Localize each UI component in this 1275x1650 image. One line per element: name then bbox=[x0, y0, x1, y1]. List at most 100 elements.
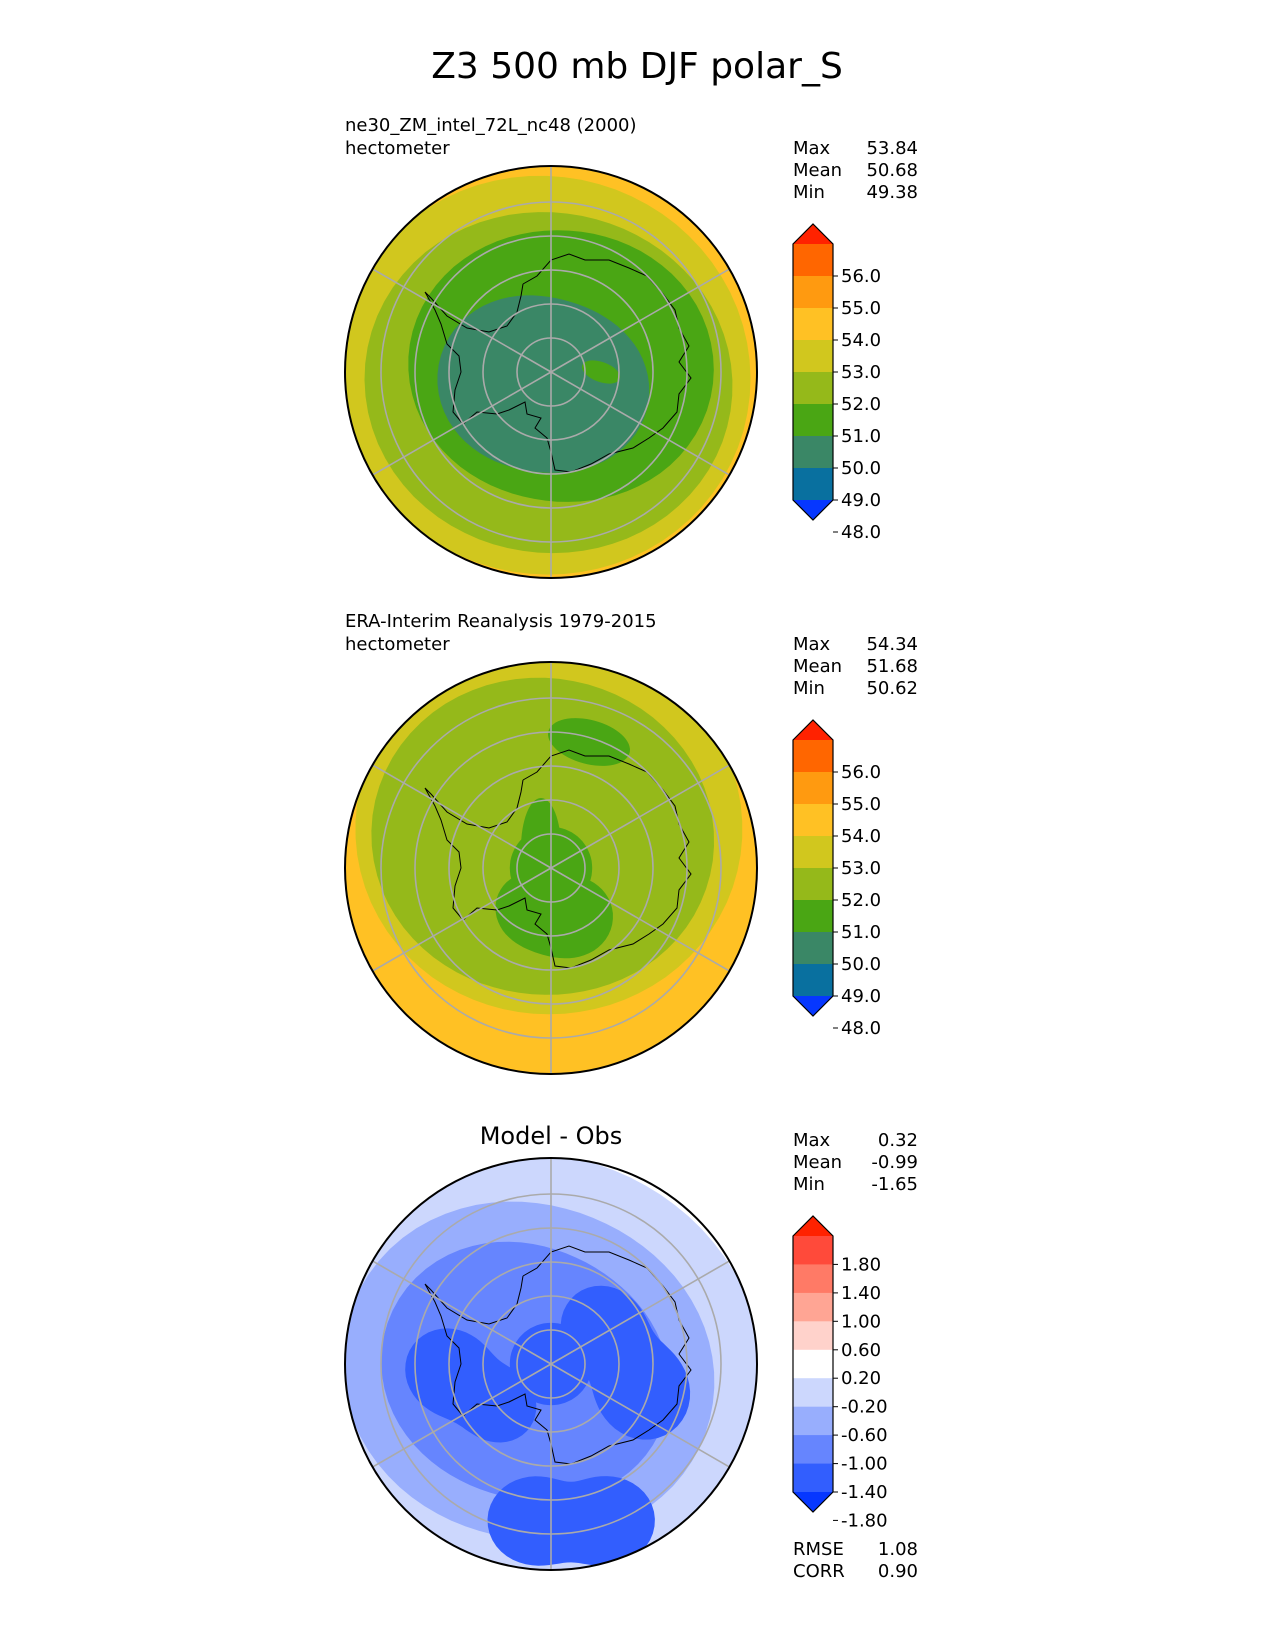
stat-value: 50.68 bbox=[866, 160, 918, 181]
colorbar-segment bbox=[793, 1435, 833, 1464]
meridian-line bbox=[368, 1258, 552, 1365]
map-boundary bbox=[344, 1157, 758, 1571]
colorbar-tick-label: -0.20 bbox=[841, 1397, 888, 1418]
colorbar-segment bbox=[793, 836, 833, 869]
graticule bbox=[368, 1158, 734, 1570]
colorbar-segment bbox=[793, 340, 833, 373]
stat-label: Mean bbox=[793, 160, 842, 181]
colorbar: 1.80 1.40 1.00 0.60 0.20 -0.20 -0.60 -1.00 -1.40… bbox=[792, 1215, 888, 1531]
map-contour-region bbox=[487, 1476, 655, 1566]
panel-diff-map bbox=[345, 1158, 757, 1570]
panel-obs-units: hectometer bbox=[345, 634, 450, 655]
panel-obs-map bbox=[345, 662, 757, 1074]
colorbar-tick-label: 53.0 bbox=[841, 858, 881, 879]
colorbar-tick-label: 51.0 bbox=[841, 922, 881, 943]
colorbar-extend-min bbox=[793, 1492, 833, 1512]
stat-label: Max bbox=[793, 138, 831, 159]
panel-obs-title: ERA-Interim Reanalysis 1979-2015 bbox=[345, 611, 657, 632]
colorbar-segment bbox=[793, 308, 833, 341]
stat-value: -1.65 bbox=[871, 1174, 918, 1195]
panel-model: ne30_ZM_intel_72L_nc48 (2000) hectometer… bbox=[344, 115, 918, 579]
colorbar-segment bbox=[793, 804, 833, 837]
map-contour-region bbox=[548, 718, 630, 766]
meridian-line bbox=[368, 762, 552, 869]
colorbar-extend-min bbox=[793, 500, 833, 520]
panel-model-title: ne30_ZM_intel_72L_nc48 (2000) bbox=[345, 115, 637, 136]
colorbar-segment bbox=[793, 1378, 833, 1408]
colorbar-tick-label: -1.80 bbox=[841, 1510, 888, 1531]
metric-value: 0.90 bbox=[878, 1561, 918, 1582]
metrics-box: RMSE 1.08 CORR 0.90 bbox=[793, 1539, 918, 1582]
colorbar-segment bbox=[793, 740, 833, 773]
panel-model-map bbox=[345, 166, 757, 578]
colorbar-segment bbox=[793, 964, 833, 997]
colorbar-segment bbox=[793, 276, 833, 309]
colorbar-segment bbox=[793, 468, 833, 501]
meridian-line bbox=[550, 867, 734, 974]
meridian-line bbox=[550, 371, 734, 478]
colorbar-segment bbox=[793, 772, 833, 805]
meridian-line bbox=[550, 1363, 734, 1470]
stat-label: Min bbox=[793, 678, 825, 699]
colorbar-tick-label: 1.40 bbox=[841, 1283, 881, 1304]
colorbar-segment bbox=[793, 1406, 833, 1436]
metric-label: CORR bbox=[793, 1561, 845, 1582]
meridian-line bbox=[368, 867, 552, 974]
panel-model-units: hectometer bbox=[345, 138, 450, 159]
stat-label: Max bbox=[793, 1130, 831, 1151]
colorbar-extend-max bbox=[793, 1216, 833, 1236]
stats-box: Max 53.84 Mean 50.68 Min 49.38 bbox=[793, 138, 918, 203]
colorbar: 56.0 55.0 54.0 53.0 52.0 51.0 50.0 49.0 48.0 bbox=[792, 719, 881, 1039]
stat-value: -0.99 bbox=[871, 1152, 918, 1173]
colorbar-segment bbox=[793, 1463, 833, 1493]
colorbar-tick-label: 54.0 bbox=[841, 826, 881, 847]
map-contour-region bbox=[495, 871, 613, 959]
colorbar-tick-label: 51.0 bbox=[841, 426, 881, 447]
colorbar-tick-label: 56.0 bbox=[841, 762, 881, 783]
colorbar-extend-max bbox=[793, 224, 833, 244]
colorbar-tick-label: 48.0 bbox=[841, 1018, 881, 1039]
map-contour-region bbox=[560, 1285, 691, 1440]
colorbar-segment bbox=[793, 1292, 833, 1322]
colorbar-tick-label: 49.0 bbox=[841, 986, 881, 1007]
colorbar-tick-label: 0.20 bbox=[841, 1368, 881, 1389]
colorbar-segment bbox=[793, 1321, 833, 1351]
colorbar-tick-label: 0.60 bbox=[841, 1340, 881, 1361]
meridian-line bbox=[550, 1258, 734, 1365]
colorbar-tick-label: -0.60 bbox=[841, 1425, 888, 1446]
colorbar-tick-label: 53.0 bbox=[841, 362, 881, 383]
map-fill bbox=[345, 1158, 757, 1570]
colorbar-tick-label: 52.0 bbox=[841, 890, 881, 911]
stat-label: Mean bbox=[793, 656, 842, 677]
stat-label: Min bbox=[793, 182, 825, 203]
stat-value: 49.38 bbox=[866, 182, 918, 203]
metric-label: RMSE bbox=[793, 1539, 844, 1560]
colorbar-segment bbox=[793, 900, 833, 933]
colorbar-tick-label: 1.00 bbox=[841, 1311, 881, 1332]
colorbar-tick-label: -1.00 bbox=[841, 1454, 888, 1475]
colorbar-tick-label: 56.0 bbox=[841, 266, 881, 287]
graticule bbox=[368, 662, 734, 1074]
stats-box: Max 0.32 Mean -0.99 Min -1.65 bbox=[793, 1130, 918, 1195]
panel-obs: ERA-Interim Reanalysis 1979-2015 hectome… bbox=[344, 611, 918, 1075]
map-contour-region bbox=[405, 1328, 537, 1443]
stat-value: 51.68 bbox=[866, 656, 918, 677]
colorbar-segment bbox=[793, 1264, 833, 1294]
meridian-line bbox=[368, 266, 552, 373]
meridian-line bbox=[550, 762, 734, 869]
meridian-line bbox=[368, 1363, 552, 1470]
metric-value: 1.08 bbox=[878, 1539, 918, 1560]
colorbar-extend-max bbox=[793, 720, 833, 740]
colorbar-segment bbox=[793, 932, 833, 965]
colorbar-tick-label: 49.0 bbox=[841, 490, 881, 511]
colorbar-segment bbox=[793, 372, 833, 405]
colorbar-tick-label: 50.0 bbox=[841, 458, 881, 479]
colorbar-tick-label: -1.40 bbox=[841, 1482, 888, 1503]
colorbar-tick-label: 52.0 bbox=[841, 394, 881, 415]
stat-label: Mean bbox=[793, 1152, 842, 1173]
stat-value: 50.62 bbox=[866, 678, 918, 699]
stat-label: Max bbox=[793, 634, 831, 655]
stat-value: 53.84 bbox=[866, 138, 918, 159]
colorbar-tick-label: 55.0 bbox=[841, 298, 881, 319]
colorbar-tick-label: 55.0 bbox=[841, 794, 881, 815]
